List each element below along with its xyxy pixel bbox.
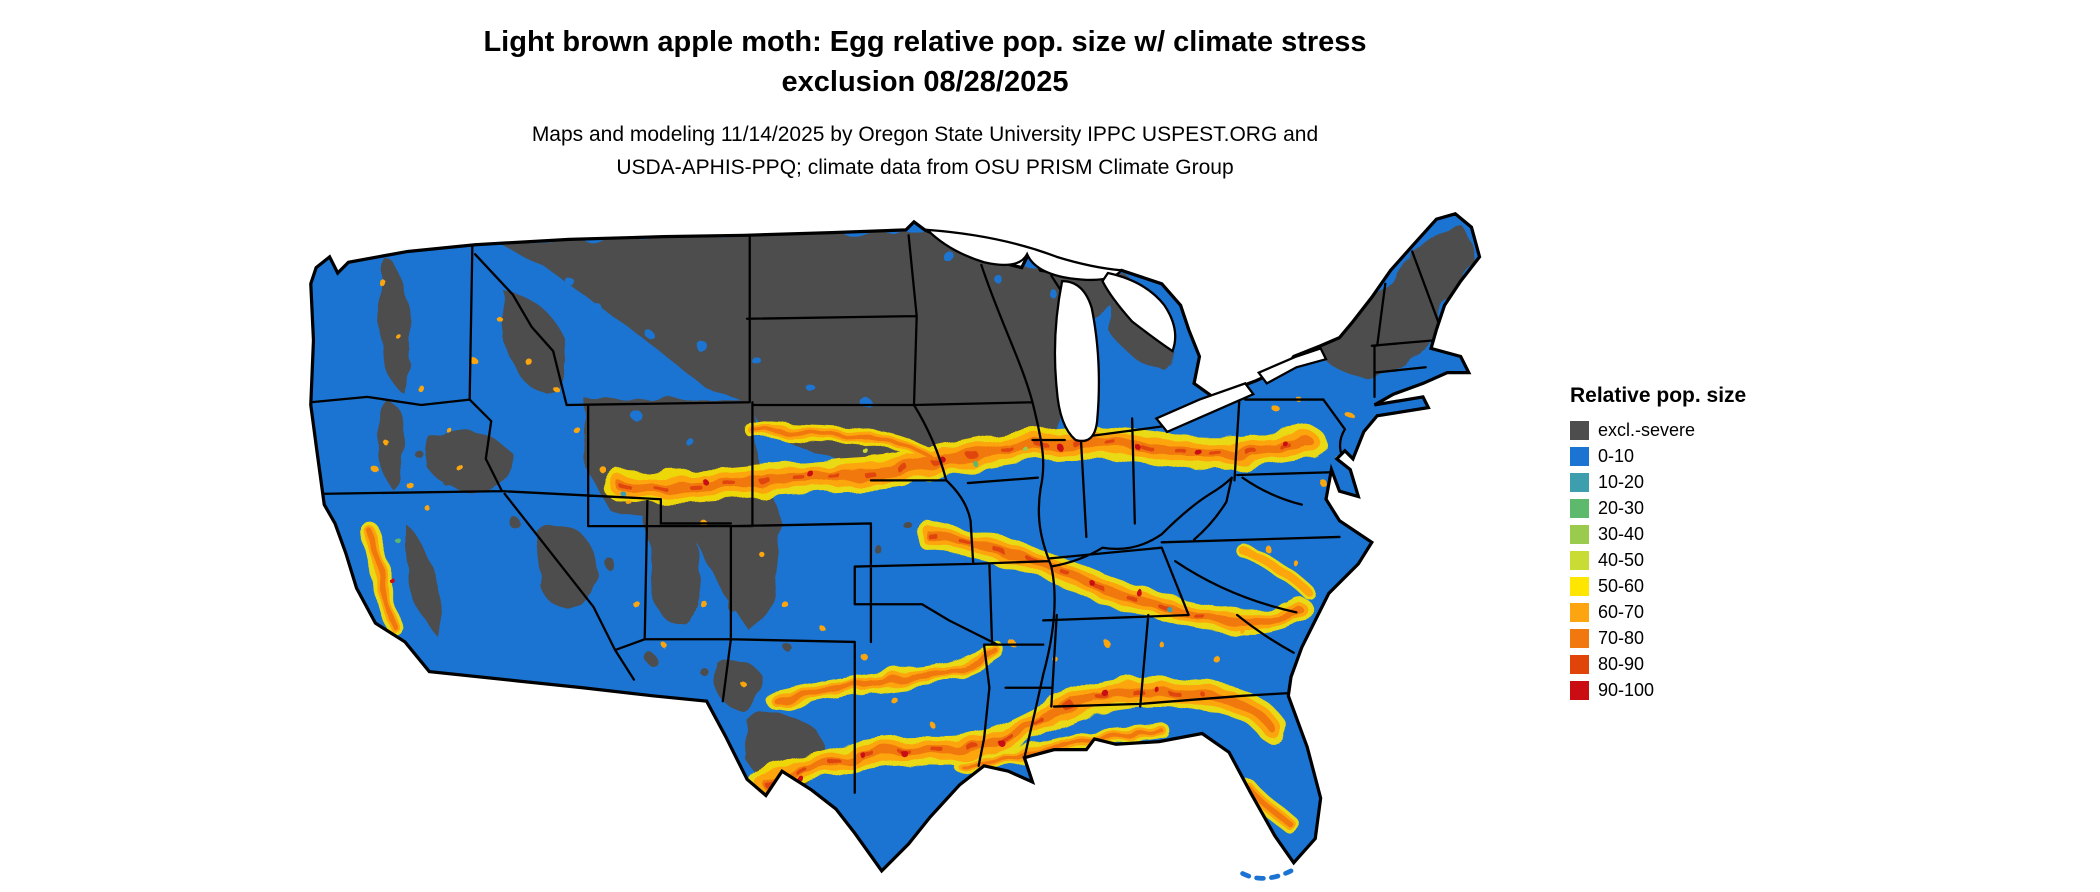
legend-item: 30-40 <box>1570 524 1746 544</box>
legend-label: 30-40 <box>1598 523 1645 544</box>
legend-label: 80-90 <box>1598 653 1645 674</box>
legend-swatch <box>1570 654 1589 674</box>
legend-label: 40-50 <box>1598 549 1645 570</box>
us-choropleth-map <box>300 200 1528 890</box>
legend-label: excl.-severe <box>1598 419 1696 440</box>
lake-huron <box>1101 271 1177 353</box>
legend-label: 20-30 <box>1598 497 1645 518</box>
legend-item: excl.-severe <box>1570 420 1746 440</box>
legend-item: 0-10 <box>1570 446 1746 466</box>
legend-item: 90-100 <box>1570 680 1746 700</box>
legend-item: 10-20 <box>1570 472 1746 492</box>
great-lakes <box>924 228 1328 443</box>
legend-swatch <box>1570 524 1589 544</box>
lake-ontario <box>1256 347 1328 385</box>
legend-item: 50-60 <box>1570 576 1746 596</box>
map-title-line2: exclusion 08/28/2025 <box>781 66 1069 98</box>
legend-swatch <box>1570 420 1589 440</box>
legend-swatch <box>1570 576 1589 596</box>
legend-title: Relative pop. size <box>1570 384 1747 407</box>
legend-swatch <box>1570 680 1589 700</box>
florida-keys <box>1240 868 1294 881</box>
legend-swatch <box>1570 472 1589 492</box>
legend-swatch <box>1570 498 1589 518</box>
legend-item: 60-70 <box>1570 602 1746 622</box>
map-subtitle-line1: Maps and modeling 11/14/2025 by Oregon S… <box>531 123 1319 146</box>
legend-swatch <box>1570 628 1589 648</box>
legend: Relative pop. size excl.-severe 0-10 10-… <box>1570 384 1746 706</box>
legend-label: 10-20 <box>1598 471 1645 492</box>
state-borders <box>310 234 1441 794</box>
legend-swatch <box>1570 602 1589 622</box>
legend-label: 60-70 <box>1598 601 1645 622</box>
legend-label: 90-100 <box>1598 679 1655 700</box>
legend-item: 80-90 <box>1570 654 1746 674</box>
map-subtitle: Maps and modeling 11/14/2025 by Oregon S… <box>0 118 1850 184</box>
legend-item: 20-30 <box>1570 498 1746 518</box>
legend-item: 40-50 <box>1570 550 1746 570</box>
lake-michigan <box>1053 279 1101 443</box>
map-subtitle-line2: USDA-APHIS-PPQ; climate data from OSU PR… <box>616 156 1234 179</box>
legend-item: 70-80 <box>1570 628 1746 648</box>
legend-label: 50-60 <box>1598 575 1645 596</box>
legend-swatch <box>1570 550 1589 570</box>
legend-label: 70-80 <box>1598 627 1645 648</box>
lake-superior <box>924 228 1124 282</box>
lake-erie <box>1154 382 1256 434</box>
high-population-bands <box>360 277 1354 834</box>
legend-swatch <box>1570 446 1589 466</box>
map-title-line1: Light brown apple moth: Egg relative pop… <box>483 26 1367 58</box>
legend-label: 0-10 <box>1598 445 1635 466</box>
us-map-svg <box>309 212 1482 881</box>
excluded-severe-region <box>378 224 1475 789</box>
map-header: Light brown apple moth: Egg relative pop… <box>0 22 1850 184</box>
mid-class-speckle <box>394 448 1173 613</box>
